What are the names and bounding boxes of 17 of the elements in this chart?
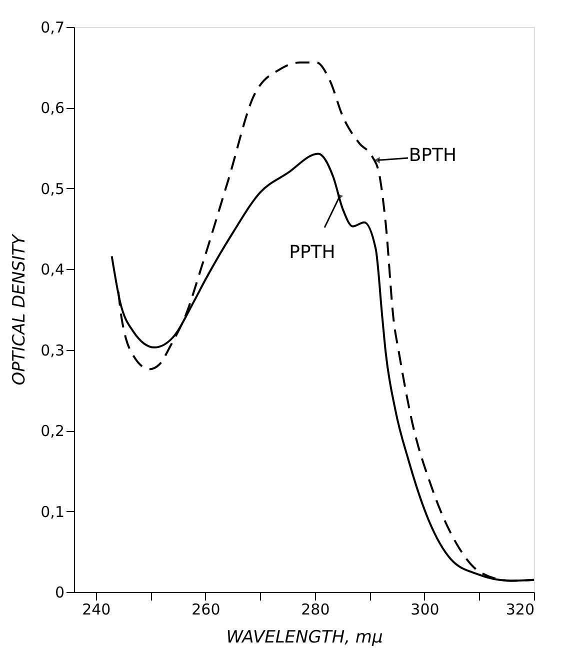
annotation: BPTH bbox=[408, 145, 457, 166]
y-tick-label: 0,6 bbox=[40, 99, 64, 118]
y-tick-label: 0,4 bbox=[40, 260, 64, 279]
y-tick-label: 0,1 bbox=[40, 502, 64, 521]
x-tick-label: 300 bbox=[410, 600, 440, 618]
y-tick-label: 0,2 bbox=[40, 422, 64, 440]
x-tick-label: 260 bbox=[192, 600, 220, 618]
y-axis-title: OPTICAL DENSITY bbox=[10, 233, 30, 386]
annotation: PPTH bbox=[289, 242, 336, 263]
x-axis-title: WAVELENGTH, mμ bbox=[226, 628, 383, 648]
x-tick-label: 320 bbox=[506, 600, 534, 618]
x-tick-label: 280 bbox=[301, 600, 330, 618]
y-tick-label: 0,7 bbox=[40, 18, 64, 36]
y-tick-label: 0 bbox=[54, 584, 64, 602]
y-tick-label: 0,5 bbox=[40, 180, 64, 198]
x-tick-label: 240 bbox=[82, 600, 111, 618]
y-tick-label: 0,3 bbox=[40, 341, 64, 360]
